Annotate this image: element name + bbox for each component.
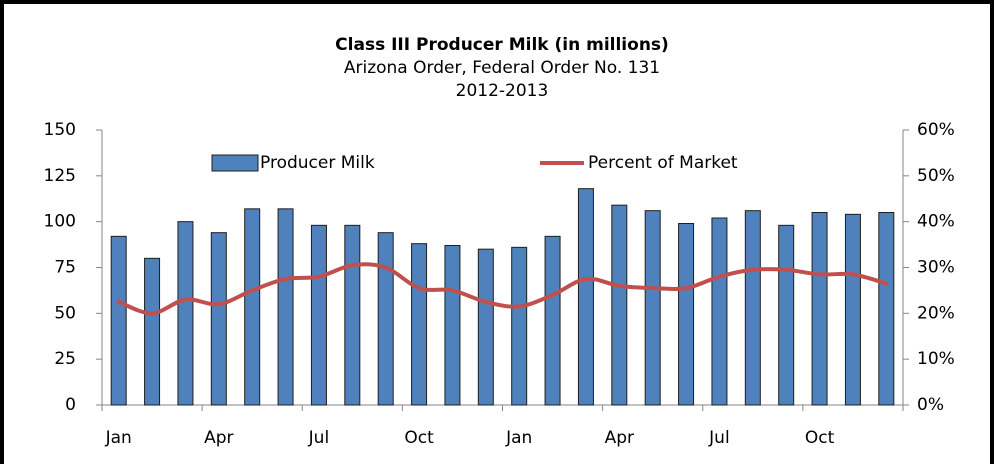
x-tick-label: Jan (505, 428, 532, 448)
x-tick-label: Oct (404, 428, 434, 448)
legend-swatch (211, 154, 259, 172)
y-tick-label: 25 (54, 349, 76, 369)
bar (711, 217, 728, 406)
bar (144, 257, 161, 406)
y-tick-label: 75 (54, 258, 76, 278)
legend-label: Percent of Market (588, 153, 738, 173)
y2-tick-label: 40% (917, 212, 955, 232)
bar (477, 248, 494, 406)
bar (577, 188, 594, 406)
bar (844, 213, 861, 406)
bar (444, 245, 461, 406)
y-tick-label: 100 (44, 212, 76, 232)
chart-subtitle: 2012-2013 (456, 81, 549, 101)
bar (210, 232, 227, 406)
bar (811, 212, 828, 406)
bar (678, 223, 695, 406)
y2-tick-label: 60% (917, 120, 955, 140)
bar (110, 235, 127, 406)
x-tick-label: Jul (308, 428, 330, 448)
y2-tick-label: 20% (917, 303, 955, 323)
y2-tick-label: 30% (917, 258, 955, 278)
x-tick-label: Apr (204, 428, 233, 448)
bar (244, 208, 261, 406)
bar (511, 246, 528, 406)
bar (644, 210, 661, 406)
y2-tick-label: 10% (917, 349, 955, 369)
bar (177, 221, 194, 406)
bar (878, 212, 895, 406)
bar (611, 204, 628, 406)
y2-tick-label: 0% (917, 395, 944, 415)
y-tick-label: 50 (54, 303, 76, 323)
bar (377, 232, 394, 406)
legend-label: Producer Milk (260, 153, 375, 173)
bar (277, 208, 294, 406)
bar (344, 224, 361, 406)
x-tick-label: Oct (805, 428, 835, 448)
chart-title: Class III Producer Milk (in millions) (335, 35, 669, 55)
bar (778, 224, 795, 406)
x-tick-label: Jan (105, 428, 132, 448)
chart-subtitle: Arizona Order, Federal Order No. 131 (344, 58, 660, 78)
bar (544, 235, 561, 406)
bar (411, 243, 428, 406)
x-tick-label: Jul (708, 428, 730, 448)
y-tick-label: 125 (44, 166, 76, 186)
bar (744, 210, 761, 406)
y-tick-label: 0 (65, 395, 76, 415)
line (116, 262, 889, 316)
y2-tick-label: 50% (917, 166, 955, 186)
bar (310, 224, 327, 406)
x-tick-label: Apr (605, 428, 634, 448)
y-tick-label: 150 (44, 120, 76, 140)
